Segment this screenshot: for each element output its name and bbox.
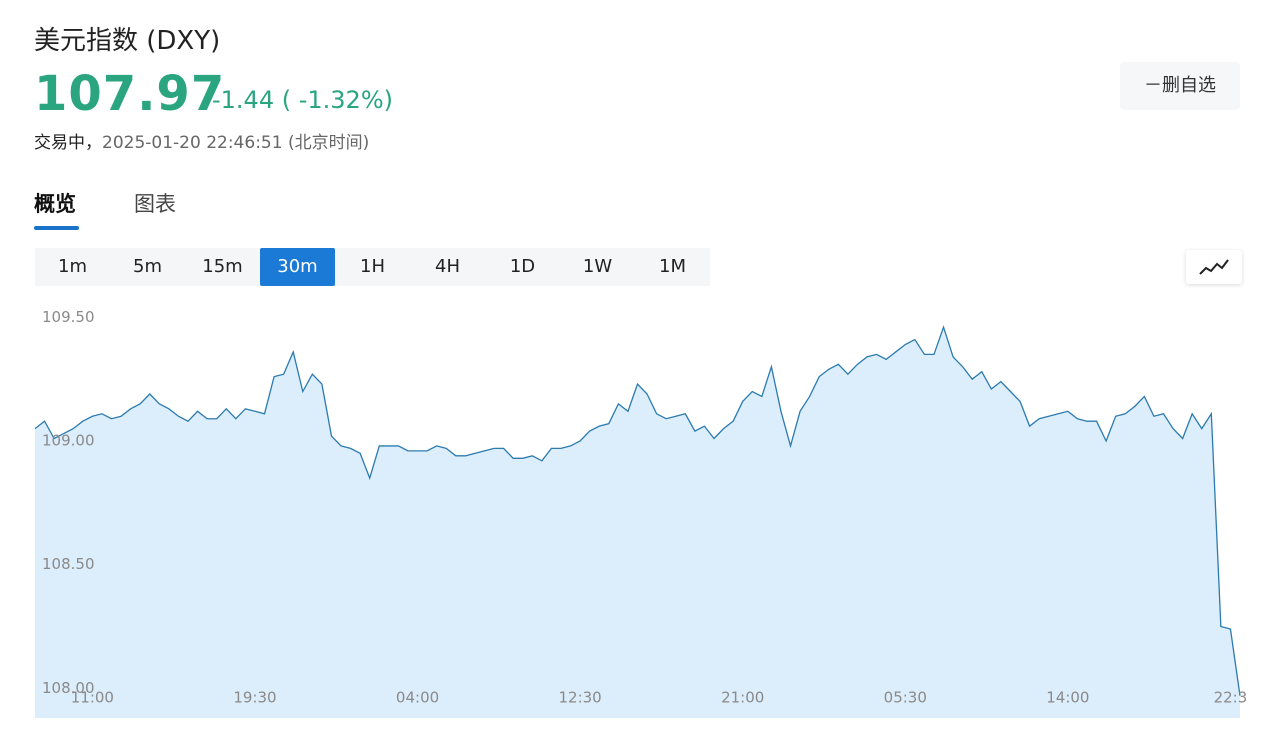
period-button[interactable]: 1H (360, 256, 385, 277)
period-button[interactable]: 1M (659, 256, 686, 277)
tab[interactable]: 图表 (134, 192, 176, 216)
x-tick-label: 14:00 (1046, 689, 1089, 707)
status: 交易中，2025-01-20 22:46:51 (北京时间) (34, 128, 369, 153)
x-tick-label: 19:30 (233, 689, 276, 707)
area (35, 327, 1240, 718)
x-tick-label: 04:00 (396, 689, 439, 707)
period-button[interactable]: 1D (509, 256, 536, 277)
y-tick-label: 109.00 (42, 431, 95, 449)
x-tick-label: 21:00 (721, 689, 764, 707)
x-tick-label: 11:00 (71, 689, 114, 707)
period-button[interactable]: 30m (260, 248, 335, 286)
timezone: (北京时间) (287, 133, 370, 153)
chart: 108.00 108.50 109.00 109.50 11:00 19:30 04:00 1… (34, 308, 1248, 718)
tab[interactable]: 概览 (34, 192, 76, 216)
period-selector: 1m 5m 15m 30m 1H 4H 1D 1W 1M (35, 248, 710, 286)
period-button[interactable]: 1W (582, 256, 613, 277)
price: 107.97 (34, 66, 226, 122)
chart-type-button[interactable] (1186, 250, 1242, 284)
title: 美元指数 (DXY) (34, 26, 221, 56)
y-tick-label: 109.50 (42, 308, 95, 326)
y-tick-label: 108.50 (42, 555, 95, 573)
line (34, 325, 1241, 696)
status-text: 交易中， (34, 133, 102, 153)
x-tick-label: 12:30 (559, 689, 602, 707)
period-button[interactable]: 1m (58, 256, 87, 277)
x-tick-label: 22:3 (1214, 689, 1248, 707)
period-button[interactable]: 15m (202, 256, 243, 277)
period-button[interactable]: 4H (435, 256, 460, 277)
price-change: -1.44 ( -1.32%) (212, 86, 393, 114)
chart-icon (1199, 259, 1229, 275)
favorite-button[interactable]: －删自选 (1120, 62, 1240, 110)
period-button[interactable]: 5m (133, 256, 162, 277)
tab-underline (34, 226, 79, 230)
x-tick-label: 05:30 (884, 689, 927, 707)
timestamp: 2025-01-20 22:46:51 (102, 133, 283, 153)
y-tick-label: 108.00 (42, 679, 95, 697)
